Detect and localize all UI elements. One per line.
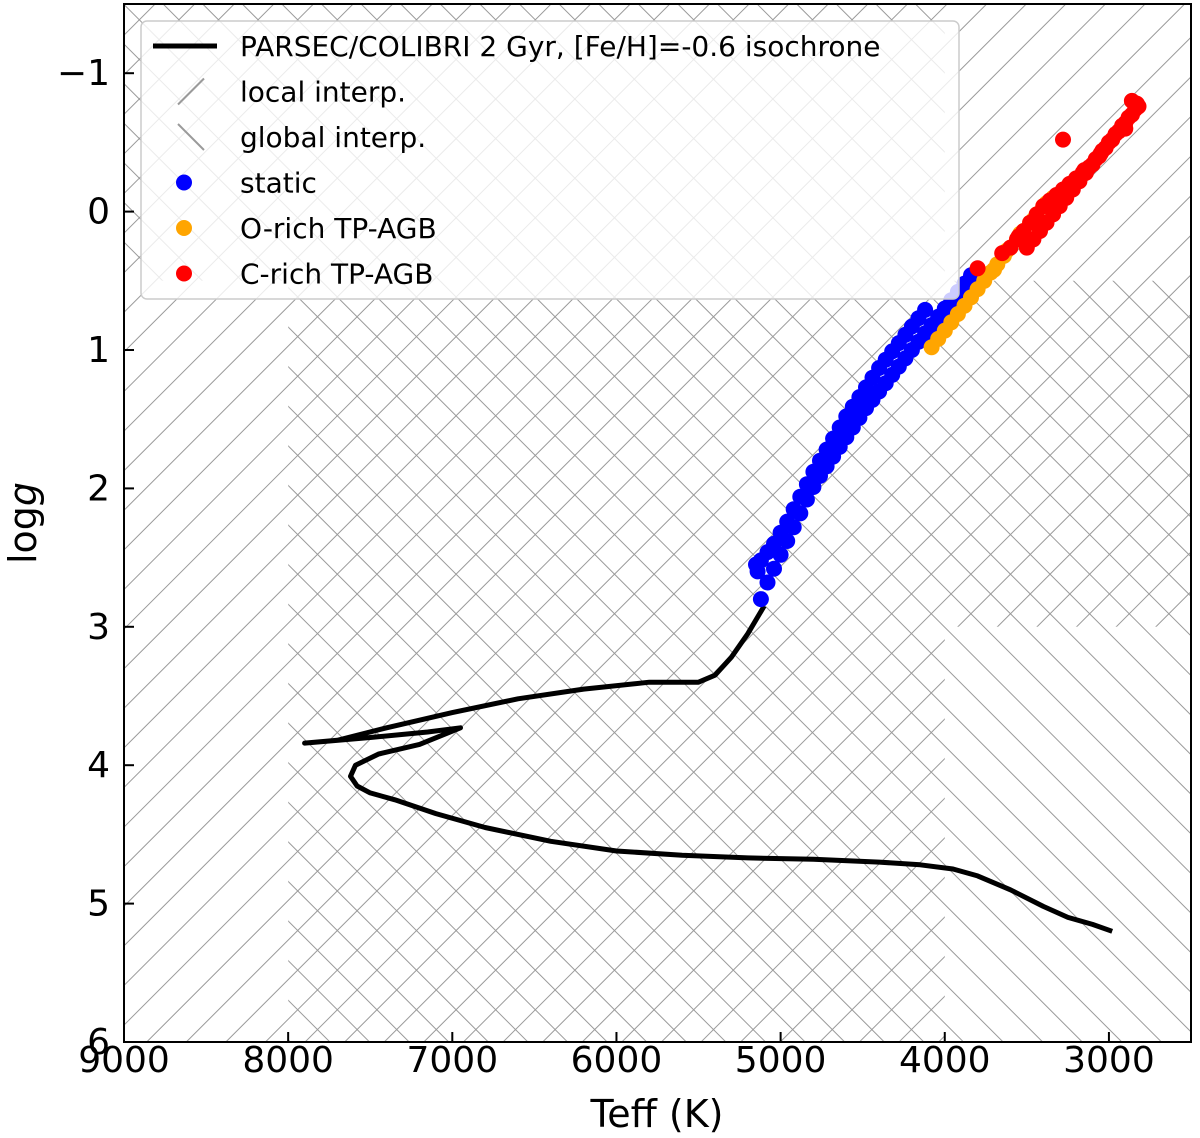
point-c-rich-tp-agb	[1043, 195, 1060, 212]
point-static	[752, 591, 769, 608]
point-static	[798, 476, 815, 493]
point-c-rich-tp-agb	[1018, 239, 1035, 256]
point-c-rich-tp-agb	[1027, 211, 1044, 228]
plot-frame	[123, 3, 1192, 1043]
region-global-interp-1	[288, 280, 1191, 1042]
legend-swatch-dot	[176, 220, 192, 236]
axis-ticks: 9000 8000 7000 6000 5000 4000 3000 6 5 4 3 2 1 0 −1	[57, 53, 1155, 1081]
legend-label-global-interp: global interp.	[240, 121, 426, 154]
legend-swatch-hatch-back	[177, 123, 205, 151]
x-tick-label: 4000	[899, 1040, 991, 1081]
point-c-rich-tp-agb	[1092, 145, 1109, 162]
x-tick-label: 8000	[242, 1040, 334, 1081]
legend-label-parsec-colibri-2-gyr-fe-h-0-6-isochrone: PARSEC/COLIBRI 2 Gyr, [Fe/H]=-0.6 isochr…	[240, 30, 881, 63]
point-static	[917, 301, 934, 318]
x-tick-label: 5000	[735, 1040, 827, 1081]
y-axis-label-prefix: log	[1, 506, 45, 564]
y-tick-label: 3	[87, 607, 110, 648]
data-series	[302, 92, 1147, 934]
x-tick-label: 7000	[406, 1040, 498, 1081]
x-tick-label: 9000	[78, 1040, 170, 1081]
point-c-rich-tp-agb	[1076, 162, 1093, 179]
y-tick-label: 4	[87, 745, 110, 786]
x-tick-label: 3000	[1063, 1040, 1155, 1081]
legend-swatch-dot	[176, 174, 192, 191]
y-axis-label-var: g	[1, 482, 45, 506]
point-static	[759, 574, 776, 591]
legend-label-c-rich-tp-agb: C-rich TP-AGB	[240, 258, 433, 291]
legend: PARSEC/COLIBRI 2 Gyr, [Fe/H]=-0.6 isochr…	[140, 20, 960, 300]
y-tick-label: −1	[57, 53, 110, 94]
point-c-rich-tp-agb	[1059, 178, 1076, 195]
legend-swatch-hatch-forward	[177, 77, 205, 106]
legend-label-o-rich-tp-agb: O-rich TP-AGB	[240, 212, 437, 245]
point-c-rich-tp-agb	[1128, 95, 1145, 112]
y-tick-label: 0	[87, 192, 110, 233]
point-static	[785, 501, 802, 518]
point-c-rich-tp-agb	[1117, 120, 1134, 137]
point-static	[792, 488, 809, 505]
series-line-isochrone	[302, 604, 1114, 934]
x-axis-label: Teff (K)	[590, 1092, 724, 1136]
point-static	[766, 560, 782, 577]
legend-box	[140, 20, 960, 300]
point-c-rich-tp-agb	[969, 260, 986, 277]
legend-label-local-interp: local interp.	[240, 76, 406, 109]
y-tick-label: 1	[87, 330, 110, 371]
point-c-rich-tp-agb	[1055, 131, 1071, 148]
point-c-rich-tp-agb	[1010, 228, 1027, 245]
point-static	[779, 513, 796, 530]
point-o-rich-tp-agb	[986, 261, 1002, 278]
y-tick-label: 2	[87, 468, 110, 509]
legend-label-static: static	[240, 167, 317, 200]
legend-swatch-dot	[176, 265, 192, 282]
y-axis-label: logg	[1, 482, 45, 564]
legend-entries: PARSEC/COLIBRI 2 Gyr, [Fe/H]=-0.6 isochr…	[153, 30, 881, 291]
y-tick-label: 5	[87, 884, 110, 925]
x-tick-label: 6000	[571, 1040, 663, 1081]
point-static	[749, 563, 766, 580]
series-c-rich-tp-agb	[969, 92, 1147, 277]
y-tick-label: 6	[87, 1022, 110, 1063]
